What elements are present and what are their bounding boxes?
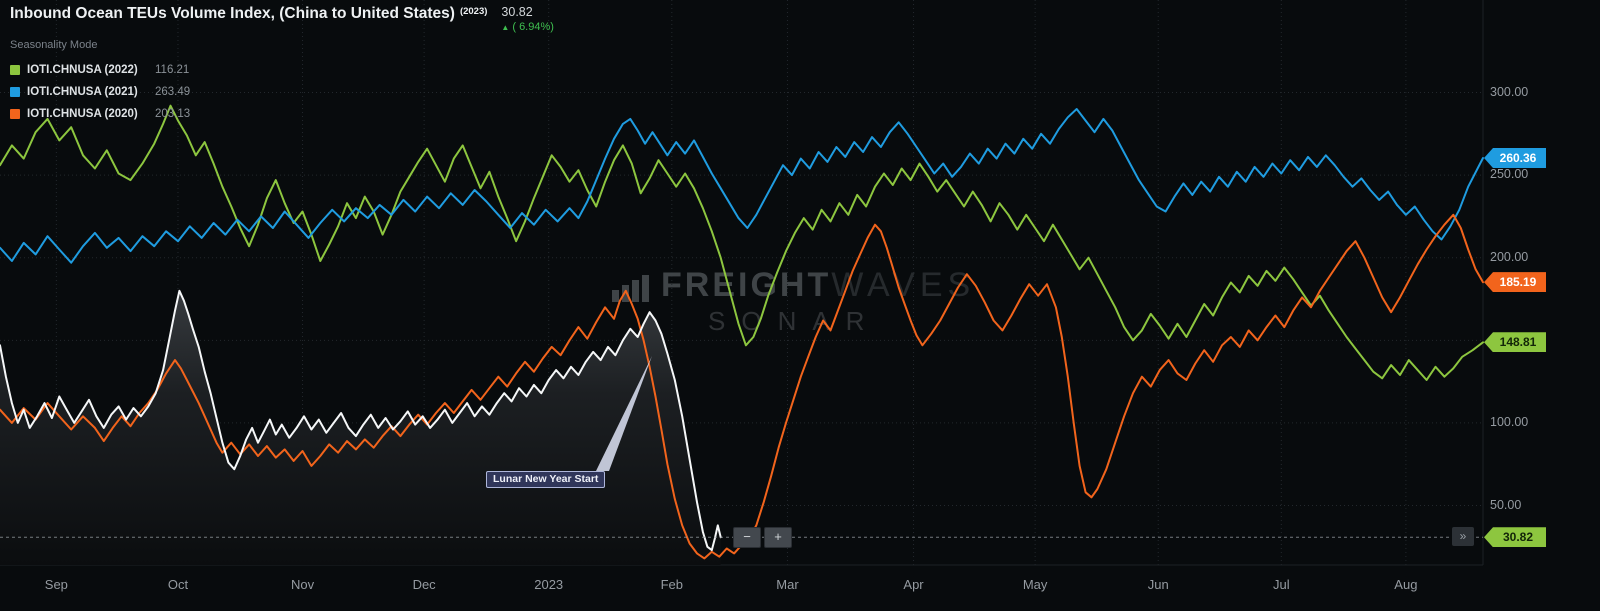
chart-header: Inbound Ocean TEUs Volume Index, (China … [10, 5, 554, 34]
last-value: 30.82 [501, 5, 533, 19]
legend-label: IOTI.CHNUSA (2020) [27, 108, 138, 120]
seasonality-mode-label: Seasonality Mode [10, 39, 98, 51]
freightwaves-bars-icon [612, 275, 652, 302]
watermark: FREIGHTWAVES SONAR [612, 268, 975, 337]
page-title: Inbound Ocean TEUs Volume Index, (China … [10, 5, 455, 22]
zoom-controls: − + [733, 527, 795, 548]
series-swatch-2021 [10, 87, 20, 97]
series-swatch-2020 [10, 109, 20, 119]
legend: IOTI.CHNUSA (2022) 116.21 IOTI.CHNUSA (2… [10, 59, 190, 125]
collapse-chevron-button[interactable]: » [1452, 527, 1474, 546]
watermark-brand-bold: FREIGHT [661, 266, 832, 304]
last-value-block: 30.82 ▲( 6.94%) [501, 5, 554, 34]
change-percent: ( 6.94%) [512, 20, 554, 33]
zoom-out-button[interactable]: − [733, 527, 761, 548]
series-swatch-2022 [10, 65, 20, 75]
legend-value: 116.21 [155, 64, 190, 76]
legend-item-2022[interactable]: IOTI.CHNUSA (2022) 116.21 [10, 59, 190, 81]
zoom-in-button[interactable]: + [764, 527, 792, 548]
title-year-suffix: (2023) [459, 6, 488, 17]
legend-label: IOTI.CHNUSA (2021) [27, 86, 138, 98]
legend-value: 263.49 [155, 86, 191, 98]
legend-label: IOTI.CHNUSA (2022) [27, 64, 138, 76]
lunar-new-year-annotation[interactable]: Lunar New Year Start [486, 471, 606, 488]
legend-value: 203.13 [155, 108, 191, 120]
legend-item-2020[interactable]: IOTI.CHNUSA (2020) 203.13 [10, 103, 190, 125]
legend-item-2021[interactable]: IOTI.CHNUSA (2021) 263.49 [10, 81, 190, 103]
change-indicator: ▲( 6.94%) [501, 21, 554, 35]
watermark-brand: FREIGHTWAVES [661, 268, 975, 302]
up-arrow-icon: ▲ [501, 22, 510, 32]
watermark-brand-light: WAVES [831, 266, 976, 304]
